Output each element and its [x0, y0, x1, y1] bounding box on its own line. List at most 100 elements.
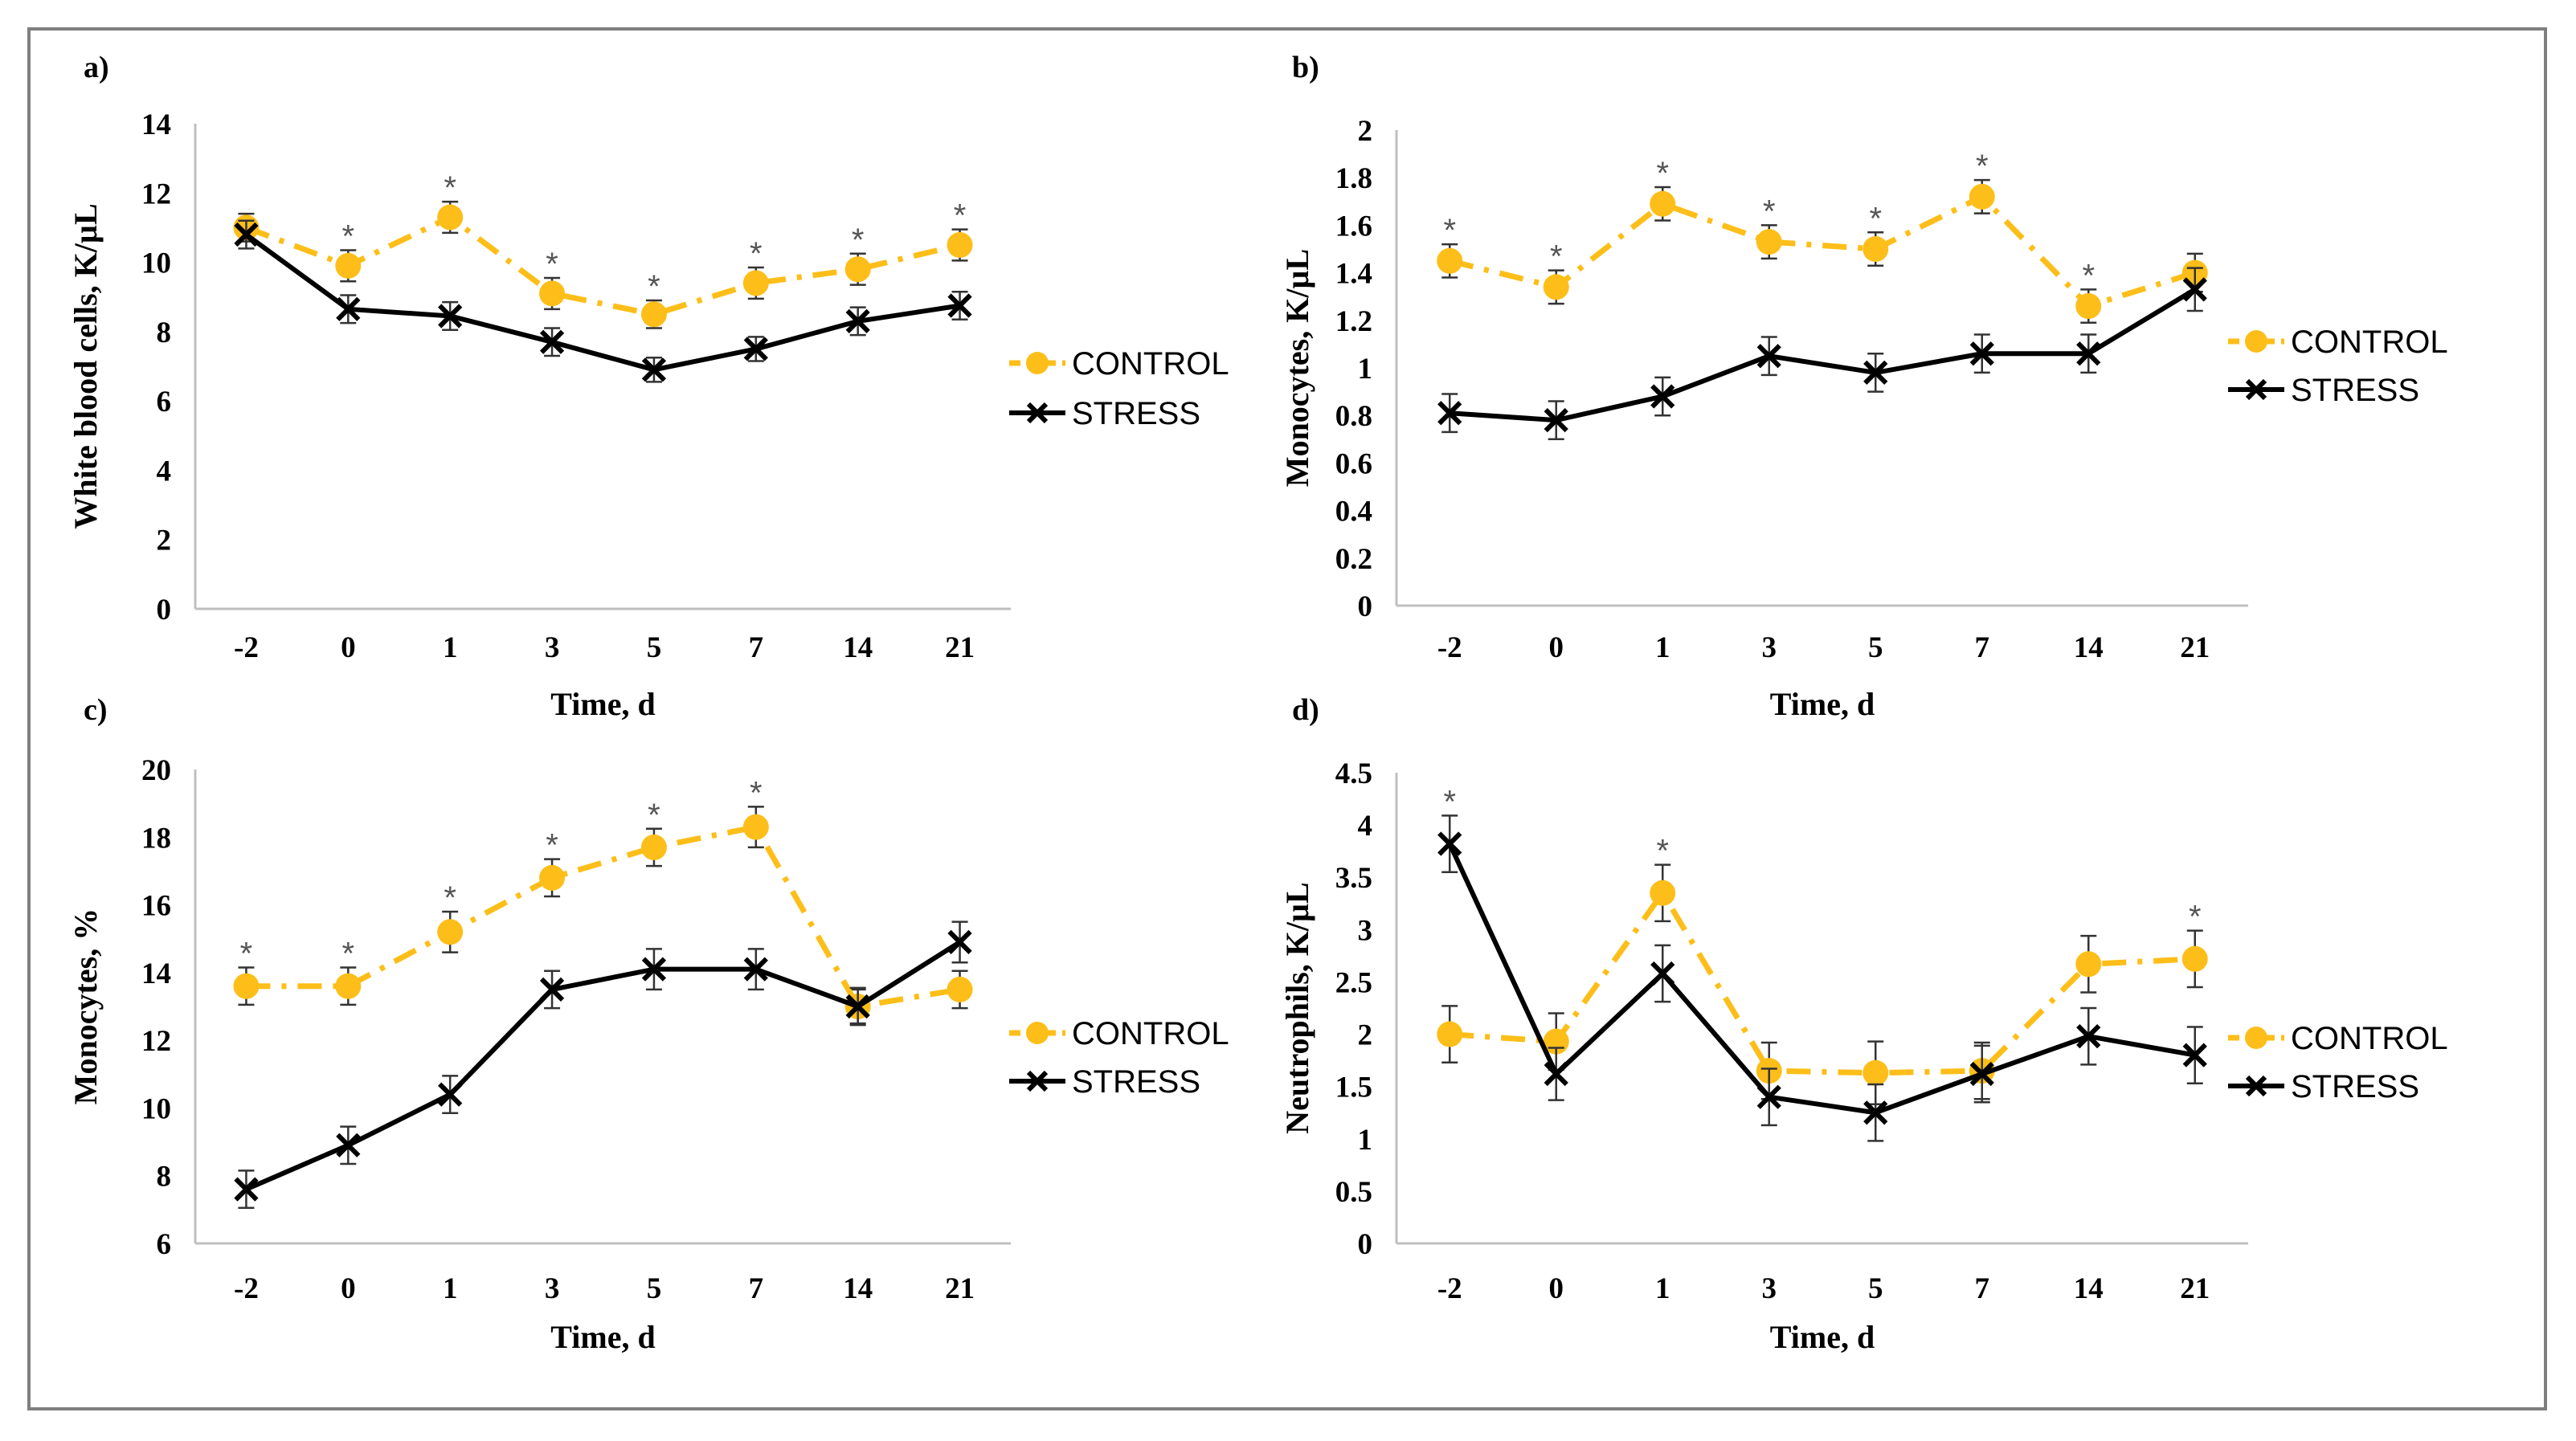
panel-label: a) [84, 51, 109, 84]
y-tick-label: 6 [157, 1228, 172, 1261]
y-axis-title: Neutrophils, K/µL [1279, 882, 1315, 1133]
y-tick-label: 2 [1358, 1019, 1373, 1052]
stress-point [336, 1133, 361, 1157]
y-tick-label: 20 [141, 754, 171, 787]
y-tick-label: 1.2 [1335, 305, 1372, 338]
legend-stress-label: STRESS [2291, 1069, 2419, 1104]
significance-star: * [1763, 194, 1776, 229]
significance-star: * [648, 269, 660, 304]
x-tick-label: 0 [1549, 631, 1564, 664]
y-tick-label: 0 [157, 594, 172, 627]
x-tick-label: 7 [749, 631, 764, 664]
x-axis-title: Time, d [1770, 686, 1875, 722]
x-tick-label: 3 [1762, 631, 1777, 664]
control-point [1437, 1021, 1463, 1047]
y-tick-label: 1.8 [1335, 162, 1372, 195]
x-tick-label: 5 [647, 1272, 662, 1305]
y-tick-label: 4 [1358, 810, 1373, 843]
control-point [1862, 236, 1889, 262]
legend: CONTROL STRESS [2228, 325, 2448, 408]
stress-point [539, 977, 565, 1002]
stress-point [845, 994, 870, 1019]
stress-point [2076, 341, 2101, 366]
significance-star: * [1869, 201, 1882, 236]
significance-star: * [1976, 149, 1989, 184]
significance-star: * [1656, 156, 1669, 191]
x-tick-label: -2 [234, 631, 259, 664]
x-tick-label: 21 [2180, 631, 2210, 664]
significance-star: * [1443, 213, 1456, 248]
control-point [539, 280, 566, 307]
control-point [947, 232, 973, 258]
control-point [539, 864, 566, 891]
control-point [640, 834, 667, 860]
y-tick-label: 2 [1358, 115, 1373, 148]
stress-point [743, 337, 768, 361]
control-point [947, 976, 973, 1002]
stress-point [1969, 341, 1994, 366]
significance-star: * [342, 218, 355, 254]
panel-a: a) 0 2 4 6 8 10 12 14 -2 0 1 3 5 7 14 21 White blood cell… [67, 51, 1229, 722]
stress-point [2182, 1043, 2207, 1067]
figure-frame: a) 0 2 4 6 8 10 12 14 -2 0 1 3 5 7 14 21 White blood cell… [27, 27, 2547, 1410]
stress-point [1969, 1061, 1994, 1087]
control-point [1650, 880, 1676, 906]
legend-stress-label: STRESS [1072, 396, 1200, 431]
significance-star: * [2189, 900, 2202, 935]
significance-star: * [852, 222, 865, 258]
x-tick-label: 14 [843, 631, 873, 664]
x-tick-label: 14 [2074, 631, 2104, 664]
y-tick-label: 1.6 [1335, 210, 1372, 243]
stress-point [641, 357, 667, 382]
x-tick-label: 5 [647, 631, 662, 664]
y-tick-label: 3.5 [1335, 862, 1372, 895]
panel-d: d) 0 0.5 1 1.5 2 2.5 3 3.5 4 4.5 -2 0 1 3 5 7 14 21 Neutrop… [1279, 693, 2448, 1355]
y-tick-label: 14 [141, 108, 171, 141]
y-tick-label: 4.5 [1335, 757, 1372, 790]
x-tick-label: 7 [749, 1272, 764, 1305]
control-point [233, 973, 260, 999]
y-axis-title: Monocytes, % [67, 908, 104, 1104]
y-tick-label: 10 [141, 1092, 171, 1125]
y-tick-label: 0.8 [1335, 400, 1372, 433]
stress-point [1544, 1061, 1568, 1087]
control-point [437, 204, 464, 231]
y-tick-label: 12 [141, 178, 171, 210]
y-tick-label: 8 [157, 316, 172, 349]
y-tick-label: 0.4 [1335, 496, 1372, 529]
x-tick-label: 7 [1975, 1272, 1990, 1305]
x-tick-label: 5 [1868, 1272, 1883, 1305]
y-tick-label: 2 [157, 525, 172, 557]
stress-point [947, 929, 972, 955]
y-axis-title: Monocytes, K/µL [1279, 249, 1315, 487]
series-control [233, 806, 973, 1025]
stress-point [845, 308, 870, 334]
x-tick-label: -2 [1437, 1272, 1462, 1305]
y-axis-title: White blood cells, K/µL [67, 203, 104, 529]
x-tick-label: 1 [443, 1272, 458, 1305]
stress-point [1756, 1084, 1781, 1109]
y-tick-label: 1.5 [1335, 1072, 1372, 1104]
y-tick-label: 0.2 [1335, 543, 1372, 576]
x-tick-label: 0 [341, 631, 356, 664]
x-tick-label: 21 [945, 1272, 975, 1305]
significance-star: * [1656, 834, 1669, 869]
series-line [1450, 287, 2197, 423]
significance-star: * [1550, 239, 1563, 275]
stress-point [1437, 831, 1462, 856]
x-tick-label: 14 [843, 1272, 873, 1305]
stress-point [438, 1082, 463, 1107]
legend-stress-marker [1026, 1070, 1049, 1092]
stress-point [947, 293, 972, 318]
x-axis-title: Time, d [1770, 1319, 1875, 1355]
control-point [1756, 229, 1782, 255]
significance-star: * [444, 170, 456, 206]
legend: CONTROL STRESS [2228, 1021, 2448, 1104]
series-stress [1437, 814, 2207, 1142]
stress-point [641, 957, 667, 982]
x-tick-label: 0 [1549, 1272, 1564, 1305]
stress-point [2182, 277, 2207, 302]
x-tick-label: 14 [2074, 1272, 2104, 1305]
series-line [245, 940, 962, 1192]
series-line [1450, 890, 2195, 1076]
